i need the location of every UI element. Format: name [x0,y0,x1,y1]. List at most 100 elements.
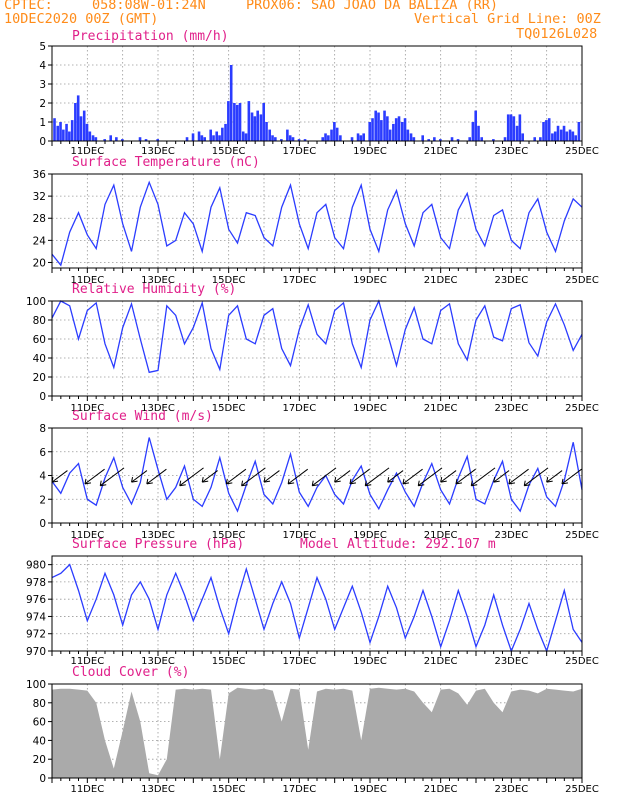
panel-1-bar [65,123,68,141]
panel-6-ytick-label: 20 [33,754,46,766]
panel-3-xtick-label: 15DEC [212,403,246,414]
panel-6-xtick-label: 25DEC [565,784,599,795]
panel-4-wind-arrow [417,467,443,487]
panel-4-wind-arrowhead [225,478,233,485]
panel-1-bar [53,118,56,141]
panel-1-bar [330,129,333,141]
panel-5-annotation: Model Altitude: 292.107 m [300,537,496,552]
panel-1-bar [512,116,516,141]
panel-1-bar [574,135,577,141]
panel-5-frame [51,555,583,652]
panel-1-bar [553,131,557,141]
panel-1-bar [474,110,477,141]
panel-4-wind-arrow [455,468,476,485]
panel-1-bar [577,122,581,141]
panel-1-bar [409,133,413,141]
panel-1-bar [412,137,416,141]
panel-1-bar [403,118,407,141]
panel-1-bar [386,116,389,141]
panel-1-bar [339,135,342,141]
panel-4-wind-arrow [440,470,457,483]
panel-4-wind-arrow [523,467,549,487]
panel-5-xtick-label: 15DEC [212,656,246,667]
panel-1-bar [394,118,398,141]
panel-3-frame [51,300,583,397]
panel-2-title: Surface Temperature (nC) [72,155,260,170]
panel-1-bar [477,125,480,141]
panel-1-bar [286,129,289,141]
panel-1-bar [156,139,159,141]
panel-5-ytick-label: 976 [26,594,46,606]
panel-2-ytick-label: 28 [33,213,46,225]
panel-4-title: Surface Wind (m/s) [72,409,213,424]
panel-1-bar [303,139,307,141]
panel-4-wind-arrowhead [508,478,516,485]
panel-4-xtick-label: 25DEC [565,530,599,541]
panel-1-bar [551,133,554,141]
panel-1-bar [406,129,410,141]
panel-2-xtick-label: 13DEC [141,275,175,286]
panel-1-bar [321,137,325,141]
panel-1-bar [221,127,224,141]
panel-4-wind-arrowhead [417,480,425,487]
panel-1-bar [91,135,95,141]
panel-2-ytick-label: 36 [33,169,47,181]
panel-4-wind-arrow [349,468,370,485]
panel-6-xtick-label: 11DEC [70,784,104,795]
panel-4-wind-arrowhead [311,480,319,487]
panel-4-ytick-label: 8 [39,423,46,435]
panel-1-bar [377,112,380,141]
panel-1-bar [359,135,363,141]
panel-1-xtick-label: 19DEC [353,146,387,157]
panel-6-ytick-label: 100 [26,679,46,691]
panel-4-wind-arrowhead [179,480,186,487]
panel-1-bar [76,95,80,141]
panel-1-xtick-label: 23DEC [494,146,528,157]
panel-4-wind-arrow [508,468,529,485]
panel-5-xtick-label: 23DEC [494,656,528,667]
panel-1-bar [215,131,219,141]
panel-1-bar [224,123,227,141]
panel-1-bar [383,110,386,141]
panel-4-wind-arrow [470,467,496,487]
panel-1-ytick-label: 0 [39,136,46,148]
panel-1-bar [235,104,239,141]
panel-5-ytick-label: 972 [26,629,46,641]
panel-4-wind-arrowhead [131,477,138,483]
panel-1-bar [185,137,189,141]
panel-1-bar [121,139,124,141]
panel-4-wind-arrow [226,468,247,485]
panel-2-frame [51,173,583,269]
panel-1-bar [392,123,395,141]
panel-4-wind-arrowhead [84,478,92,485]
panel-1-bar [568,129,572,141]
panel-1-bar [218,135,221,141]
panel-4-line [51,437,583,513]
panel-6-xtick-label: 21DEC [424,784,458,795]
panel-1-bar [253,116,257,141]
panel-1-bar [268,129,272,141]
panel-1-bar [547,118,551,141]
panel-4-wind-arrowhead [263,477,271,483]
panel-2-ytick-label: 20 [33,257,46,269]
panel-1-bar [109,135,113,141]
panel-5-line [51,563,583,653]
panel-1-bar [456,139,460,141]
panel-4-wind-arrowhead [241,480,248,487]
panel-1-bar [82,110,86,141]
panel-1-bar [56,125,60,141]
panel-1-bar [333,122,336,141]
panel-1-bar [241,131,245,141]
panel-4-xtick-label: 11DEC [70,530,104,541]
panel-5-xtick-label: 19DEC [353,656,387,667]
panel-1-bar [115,137,118,141]
panel-1-bar [238,103,242,141]
panel-4-wind-arrow [179,467,204,487]
panel-1-bar [70,120,74,141]
panel-4-wind-arrow [201,470,218,483]
panel-1-bar [247,101,251,141]
panel-1-bar [350,137,354,141]
panel-1-bar [539,137,542,141]
panel-1-bar [439,139,442,141]
panel-1-bar [197,131,201,141]
